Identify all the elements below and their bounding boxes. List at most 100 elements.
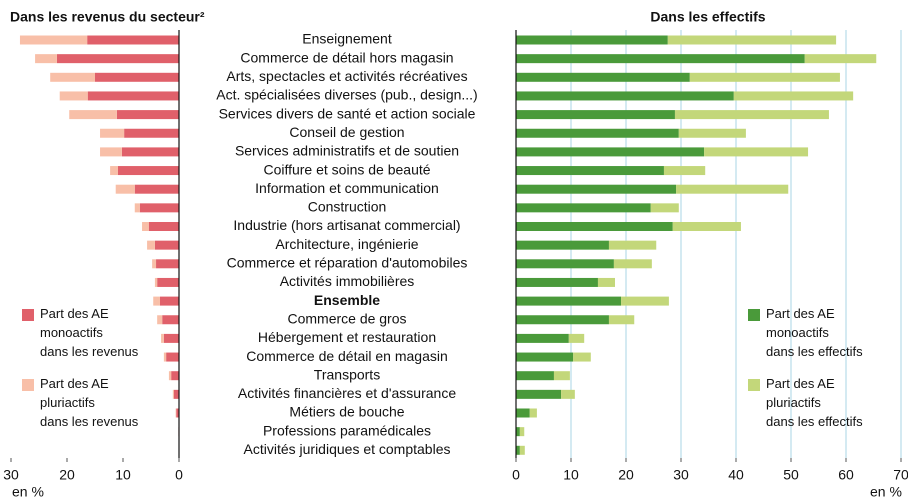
category-label: Commerce de gros (287, 310, 406, 326)
bar-segment (162, 315, 179, 325)
bar-segment (95, 72, 179, 82)
category-label: Commerce et réparation d'automobiles (227, 255, 468, 271)
category-label: Conseil de gestion (289, 124, 404, 140)
bar-segment (87, 35, 179, 45)
bar-segment (147, 240, 155, 250)
category-label: Services administratifs et de soutien (235, 143, 459, 159)
bar-segment (516, 166, 664, 176)
bar-segment (100, 147, 122, 157)
bar-segment (516, 184, 677, 194)
bar-segment (516, 91, 734, 101)
bar-segment (733, 91, 854, 101)
bar-segment (161, 333, 164, 343)
bar-segment (516, 222, 673, 231)
bar-segment (116, 110, 179, 120)
x-tick-label: 40 (728, 467, 744, 483)
bar-segment (56, 54, 179, 64)
bar-segment (152, 259, 157, 269)
category-label: Industrie (hors artisanat commercial) (233, 217, 460, 233)
bar-segment (516, 371, 554, 381)
bar-segment (163, 352, 167, 362)
bar-segment (117, 166, 179, 176)
x-tick-label: 10 (563, 467, 579, 483)
category-label: Métiers de bouche (289, 404, 404, 420)
bar-segment (667, 35, 837, 45)
legend-swatch (748, 309, 760, 321)
bar-segment (678, 128, 746, 138)
bar-segment (50, 72, 95, 82)
bar-segment (156, 259, 179, 269)
legend-swatch (22, 309, 34, 321)
category-label: Enseignement (302, 31, 392, 47)
legend-label: Part des AE monoactifs dans les revenus (40, 306, 139, 359)
bar-segment (650, 203, 679, 213)
legend-swatch (22, 379, 34, 391)
x-tick-label: 30 (673, 467, 689, 483)
legend-label: Part des AE pluriactifs dans les effecti… (766, 376, 863, 429)
category-label: Transports (314, 366, 380, 382)
bar-segment (689, 72, 840, 82)
bar-segment (87, 91, 179, 101)
bar-segment (110, 166, 118, 176)
bar-segment (516, 277, 598, 287)
x-tick-label: 30 (3, 467, 19, 483)
bar-segment (148, 222, 179, 231)
bar-segment (19, 35, 88, 45)
bar-segment (154, 240, 179, 250)
bar-segment (519, 427, 525, 437)
category-label: Services divers de santé et action socia… (219, 105, 476, 121)
bar-segment (529, 408, 537, 418)
category-label: Ensemble (314, 292, 380, 308)
bar-segment (516, 35, 668, 45)
category-label: Arts, spectacles et activités récréative… (226, 68, 467, 84)
bar-segment (516, 427, 520, 437)
x-tick-label: 10 (115, 467, 131, 483)
bar-segment (561, 389, 575, 399)
bar-segment (163, 333, 179, 343)
bar-segment (153, 296, 160, 306)
bar-segment (142, 222, 149, 231)
bar-segment (115, 184, 135, 194)
category-label: Activités juridiques et comptables (244, 441, 451, 457)
x-tick-label: 70 (893, 467, 908, 483)
bar-segment (516, 72, 690, 82)
category-label: Professions paramédicales (263, 422, 431, 438)
bar-segment (516, 203, 651, 213)
category-label: Architecture, ingénierie (275, 236, 418, 252)
bar-segment (516, 296, 622, 306)
bar-segment (166, 352, 179, 362)
bar-segment (173, 389, 179, 399)
bar-segment (516, 240, 609, 250)
axis-label: en % (12, 484, 44, 500)
bar-segment (100, 128, 125, 138)
bar-segment (124, 128, 179, 138)
x-tick-label: 20 (618, 467, 634, 483)
bar-segment (35, 54, 57, 64)
bar-segment (804, 54, 877, 64)
bar-segment (519, 445, 525, 455)
bar-segment (608, 315, 635, 325)
bar-segment (704, 147, 809, 157)
bar-segment (568, 333, 585, 343)
bar-segment (672, 222, 741, 231)
bar-segment (516, 408, 530, 418)
category-label: Construction (308, 199, 387, 215)
bar-segment (175, 408, 177, 418)
bar-segment (516, 110, 675, 120)
legend-swatch (748, 379, 760, 391)
bar-segment (516, 315, 609, 325)
axis-label: en % (870, 484, 902, 500)
x-tick-label: 60 (838, 467, 854, 483)
bar-segment (516, 389, 562, 399)
bar-segment (613, 259, 652, 269)
category-label: Commerce de détail en magasin (246, 348, 448, 364)
x-tick-label: 0 (512, 467, 520, 483)
x-tick-label: 50 (783, 467, 799, 483)
bar-segment (134, 203, 140, 213)
bar-segment (59, 91, 88, 101)
bar-segment (608, 240, 657, 250)
bar-segment (676, 184, 789, 194)
panel-title: Dans les revenus du secteur² (10, 9, 205, 25)
